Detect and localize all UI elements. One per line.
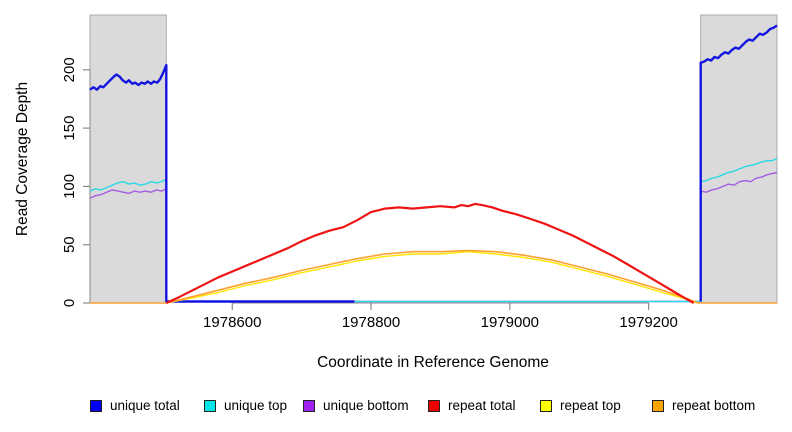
x-tick-label: 1979000: [481, 314, 539, 331]
line-repeat-total: [165, 202, 695, 305]
legend-swatch-icon: [90, 399, 102, 412]
legend-item-repeat-total: repeat total: [428, 398, 516, 413]
axes: 1978600 1978800 1979000 1979200 0 50 100 150 200: [61, 57, 678, 331]
legend-swatch-icon: [204, 399, 216, 412]
y-tick-label: 100: [61, 174, 78, 199]
x-tick-label: 1978800: [342, 314, 400, 331]
line-unique-total: [699, 24, 778, 302]
legend-label: repeat top: [560, 398, 621, 413]
legend-swatch-icon: [652, 399, 664, 412]
legend-item-unique-bottom: unique bottom: [303, 398, 409, 413]
legend-label: unique top: [224, 398, 288, 413]
line-repeat-bottom: [90, 249, 777, 304]
shaded-region-0: [89, 14, 167, 304]
line-unique-total: [89, 63, 355, 303]
shaded-regions: [89, 14, 778, 304]
line-unique-bottom: [89, 171, 778, 303]
shaded-region-1: [700, 14, 778, 304]
line-repeat-top: [166, 250, 698, 304]
legend-label: unique bottom: [323, 398, 409, 413]
legend-label: repeat total: [448, 398, 516, 413]
y-tick-label: 0: [61, 299, 78, 307]
legend-label: repeat bottom: [672, 398, 756, 413]
legend-swatch-icon: [428, 399, 440, 412]
legend-item-unique-top: unique top: [204, 398, 287, 413]
legend-swatch-icon: [303, 399, 315, 412]
legend-item-repeat-top: repeat top: [540, 398, 621, 413]
legend-item-unique-total: unique total: [90, 398, 180, 413]
legend-item-repeat-bottom: repeat bottom: [652, 398, 755, 413]
legend-label: unique total: [110, 398, 180, 413]
y-tick-label: 50: [61, 236, 78, 253]
y-tick-label: 200: [61, 57, 78, 82]
series-lines: [89, 24, 778, 305]
x-tick-label: 1978600: [203, 314, 261, 331]
x-axis-title: Coordinate in Reference Genome: [317, 354, 549, 371]
legend: unique total unique top unique bottom repea…: [0, 398, 792, 418]
y-tick-label: 150: [61, 116, 78, 141]
y-axis-title: Read Coverage Depth: [14, 82, 31, 236]
line-unique-top: [89, 157, 778, 303]
x-tick-label: 1979200: [619, 314, 677, 331]
legend-swatch-icon: [540, 399, 552, 412]
